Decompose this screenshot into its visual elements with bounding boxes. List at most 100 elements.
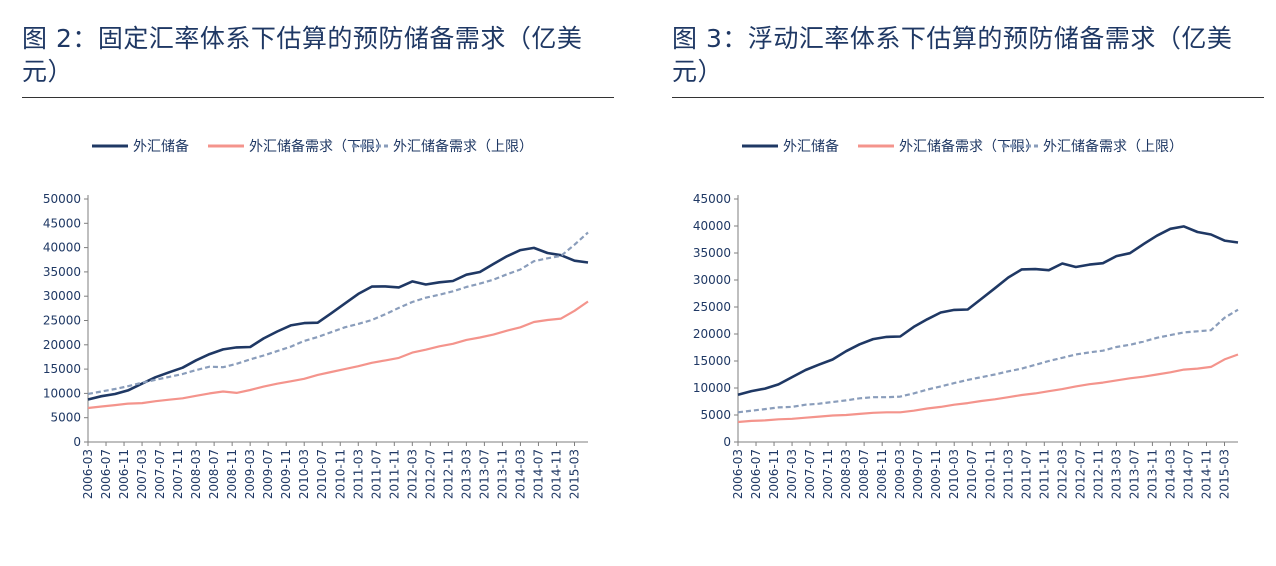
x-tick-label: 2012-11 <box>441 449 455 499</box>
figure-2-title-rule <box>22 97 614 98</box>
x-tick-label: 2011-07 <box>369 449 383 499</box>
x-tick-label: 2009-11 <box>279 449 293 499</box>
y-tick-label: 0 <box>73 435 81 449</box>
y-tick-label: 35000 <box>693 246 731 260</box>
x-tick-label: 2010-07 <box>315 449 329 499</box>
x-tick-label: 2008-07 <box>207 449 221 499</box>
legend-label: 外汇储备 <box>133 138 189 155</box>
y-tick-label: 10000 <box>43 386 81 400</box>
y-tick-label: 30000 <box>693 273 731 287</box>
x-tick-label: 2011-03 <box>351 449 365 499</box>
y-tick-label: 35000 <box>43 265 81 279</box>
y-tick-label: 0 <box>723 435 731 449</box>
figure-2-chart: 外汇储备 外汇储备需求（下限） 外汇储备需求（上限） 0 5000 10000 15000 2… <box>43 138 589 499</box>
x-tick-label: 2012-07 <box>1073 449 1087 499</box>
x-tick-label: 2012-03 <box>405 449 419 499</box>
x-tick-label: 2006-03 <box>81 449 95 499</box>
x-tick-label: 2008-11 <box>225 449 239 499</box>
legend-label: 外汇储备需求（上限） <box>1043 138 1183 155</box>
x-tick-label: 2013-03 <box>459 449 473 499</box>
y-tick-label: 40000 <box>693 219 731 233</box>
x-tick-label: 2008-11 <box>875 449 889 499</box>
legend: 外汇储备 外汇储备需求（下限） 外汇储备需求（上限） <box>92 138 533 155</box>
y-tick-label: 5000 <box>50 411 81 425</box>
x-tick-label: 2010-11 <box>983 449 997 499</box>
y-tick-label: 30000 <box>43 289 81 303</box>
y-tick-label: 5000 <box>700 408 731 422</box>
y-tick-label: 20000 <box>43 338 81 352</box>
series-line-1 <box>87 246 589 401</box>
x-tick-label: 2008-07 <box>857 449 871 499</box>
x-tick-label: 2011-03 <box>1001 449 1015 499</box>
y-tick-label: 40000 <box>43 241 81 255</box>
legend-item: 外汇储备需求（上限） <box>1002 138 1183 155</box>
x-tick-label: 2013-03 <box>1109 449 1123 499</box>
y-tick-label: 25000 <box>693 300 731 314</box>
legend-item: 外汇储备需求（上限） <box>352 138 533 155</box>
x-tick-label: 2009-03 <box>243 449 257 499</box>
x-tick-label: 2007-07 <box>153 449 167 499</box>
x-tick-label: 2007-11 <box>171 449 185 499</box>
figure-2-panel: 图 2：固定汇率体系下估算的预防储备需求（亿美元） 外汇储备 外汇储备需求（下限）… <box>22 0 622 566</box>
x-tick-label: 2014-03 <box>513 449 527 499</box>
x-tick-label: 2006-11 <box>767 449 781 499</box>
x-tick-label: 2013-07 <box>1127 449 1141 499</box>
x-tick-label: 2006-03 <box>731 449 745 499</box>
y-tick-label: 15000 <box>693 354 731 368</box>
legend-item: 外汇储备 <box>92 138 189 155</box>
x-tick-label: 2012-11 <box>1091 449 1105 499</box>
figure-3-title: 图 3：浮动汇率体系下估算的预防储备需求（亿美元） <box>672 24 1233 86</box>
legend-item: 外汇储备 <box>742 138 839 155</box>
x-tick-label: 2010-03 <box>297 449 311 499</box>
x-tick-label: 2010-07 <box>965 449 979 499</box>
x-tick-label: 2011-11 <box>387 449 401 499</box>
legend-label: 外汇储备需求（上限） <box>393 138 533 155</box>
series-line-1 <box>737 225 1239 397</box>
y-tick-label: 45000 <box>43 216 81 230</box>
x-tick-label: 2006-07 <box>99 449 113 499</box>
x-tick-label: 2014-11 <box>1199 449 1213 499</box>
legend-item: 外汇储备需求（下限） <box>208 138 389 155</box>
x-tick-label: 2014-03 <box>1163 449 1177 499</box>
y-tick-label: 45000 <box>693 192 731 206</box>
legend-label: 外汇储备 <box>783 138 839 155</box>
series-line-3 <box>737 308 1239 414</box>
series-line-2 <box>737 353 1239 424</box>
legend: 外汇储备 外汇储备需求（下限） 外汇储备需求（上限） <box>742 138 1183 155</box>
x-tick-label: 2009-03 <box>893 449 907 499</box>
x-tick-label: 2010-11 <box>333 449 347 499</box>
x-tick-label: 2011-11 <box>1037 449 1051 499</box>
x-tick-label: 2014-11 <box>549 449 563 499</box>
x-tick-label: 2014-07 <box>531 449 545 499</box>
y-tick-label: 50000 <box>43 192 81 206</box>
x-tick-label: 2012-07 <box>423 449 437 499</box>
x-tick-label: 2015-03 <box>567 449 581 499</box>
x-tick-label: 2009-11 <box>929 449 943 499</box>
x-tick-label: 2007-03 <box>135 449 149 499</box>
figure-3-title-rule <box>672 97 1264 98</box>
x-tick-label: 2011-07 <box>1019 449 1033 499</box>
x-tick-label: 2010-03 <box>947 449 961 499</box>
x-tick-label: 2009-07 <box>911 449 925 499</box>
x-tick-label: 2007-07 <box>803 449 817 499</box>
legend-label: 外汇储备需求（下限） <box>899 138 1039 155</box>
x-tick-label: 2014-07 <box>1181 449 1195 499</box>
x-tick-label: 2015-03 <box>1217 449 1231 499</box>
series-line-3 <box>87 231 589 395</box>
x-tick-label: 2009-07 <box>261 449 275 499</box>
x-tick-label: 2013-11 <box>1145 449 1159 499</box>
x-tick-label: 2007-03 <box>785 449 799 499</box>
y-tick-label: 25000 <box>43 314 81 328</box>
x-tick-label: 2013-11 <box>495 449 509 499</box>
x-tick-label: 2006-07 <box>749 449 763 499</box>
x-tick-label: 2008-03 <box>839 449 853 499</box>
y-tick-label: 20000 <box>693 327 731 341</box>
x-tick-label: 2007-11 <box>821 449 835 499</box>
x-tick-label: 2006-11 <box>117 449 131 499</box>
x-tick-label: 2013-07 <box>477 449 491 499</box>
x-tick-label: 2008-03 <box>189 449 203 499</box>
figure-3-panel: 图 3：浮动汇率体系下估算的预防储备需求（亿美元） 外汇储备 外汇储备需求（下限）… <box>672 0 1272 566</box>
legend-label: 外汇储备需求（下限） <box>249 138 389 155</box>
series-line-2 <box>87 300 589 410</box>
legend-item: 外汇储备需求（下限） <box>858 138 1039 155</box>
